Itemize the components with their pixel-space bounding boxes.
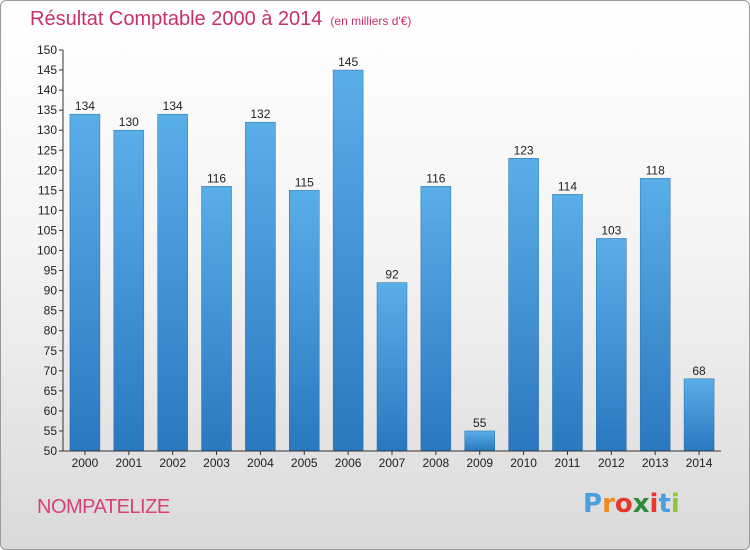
bar-2011	[552, 194, 583, 452]
value-label-2000: 134	[75, 99, 95, 113]
logo-letter: x	[632, 489, 650, 519]
logo-letter: t	[658, 489, 671, 519]
value-label-2010: 123	[514, 143, 534, 157]
y-tick-label-110: 110	[38, 203, 57, 217]
value-label-2011: 114	[558, 179, 577, 193]
bar-2008	[420, 186, 452, 452]
value-label-2013: 118	[646, 163, 665, 177]
y-tick-label-140: 140	[37, 83, 57, 97]
value-label-2014: 68	[692, 364, 706, 378]
x-tick-label-2012: 2012	[598, 456, 625, 470]
y-tick-label-55: 55	[44, 424, 58, 438]
y-tick-label-95: 95	[44, 264, 58, 278]
x-tick-label-2008: 2008	[423, 456, 450, 470]
y-tick-label-145: 145	[37, 63, 57, 77]
bar-2000	[69, 113, 101, 452]
value-label-2007: 92	[385, 268, 399, 282]
chart-title: Résultat Comptable 2000 à 2014 (en millie…	[30, 8, 411, 31]
proxiti-logo: Proxiti	[583, 489, 680, 519]
y-tick-label-150: 150	[37, 43, 57, 57]
x-tick-label-2013: 2013	[642, 456, 669, 470]
bar-2003	[201, 186, 232, 452]
y-tick-label-50: 50	[44, 444, 58, 458]
x-tick-label-2005: 2005	[291, 456, 318, 470]
logo-letter: o	[614, 489, 633, 519]
logo-letter: r	[602, 489, 615, 519]
y-tick-label-105: 105	[37, 223, 57, 237]
x-tick-label-2000: 2000	[72, 456, 99, 470]
x-tick-label-2003: 2003	[203, 456, 230, 470]
chart-title-text: Résultat Comptable 2000 à 2014	[30, 8, 323, 30]
y-tick-label-115: 115	[38, 183, 57, 197]
y-tick-label-90: 90	[44, 284, 58, 298]
value-label-2006: 145	[338, 55, 358, 69]
y-tick-label-80: 80	[44, 324, 58, 338]
bar-2014	[683, 378, 715, 452]
bar-2006	[332, 69, 364, 452]
logo-letter: P	[583, 489, 603, 519]
value-label-2001: 130	[119, 115, 139, 129]
axes-layer: 2000 2001 2002 2003 2004 2005 2006 2007 2008 2009…	[37, 43, 721, 470]
y-tick-label-130: 130	[37, 123, 57, 137]
bar-2013	[639, 178, 671, 452]
x-tick-label-2010: 2010	[510, 456, 537, 470]
x-tick-label-2006: 2006	[335, 456, 362, 470]
commune-name: NOMPATELIZE	[37, 496, 170, 518]
bar-2002	[157, 113, 188, 452]
x-tick-label-2001: 2001	[115, 456, 142, 470]
bar-2005	[289, 190, 320, 452]
value-label-2012: 103	[601, 223, 621, 237]
logo-letter: i	[670, 489, 680, 519]
value-label-2004: 132	[250, 107, 270, 121]
bar-2012	[596, 238, 627, 452]
value-label-2009: 55	[473, 416, 487, 430]
y-tick-label-65: 65	[44, 384, 58, 398]
chart-unit: (en milliers d'€)	[330, 14, 412, 28]
value-label-2005: 115	[295, 175, 314, 189]
bar-2010	[508, 158, 539, 452]
x-tick-label-2004: 2004	[247, 456, 274, 470]
x-tick-label-2014: 2014	[686, 456, 713, 470]
y-tick-label-100: 100	[37, 244, 57, 258]
x-tick-label-2011: 2011	[555, 456, 581, 470]
logo-letter: i	[649, 489, 659, 519]
y-tick-label-70: 70	[44, 364, 58, 378]
x-tick-label-2007: 2007	[379, 456, 406, 470]
y-tick-label-135: 135	[37, 103, 57, 117]
x-tick-label-2002: 2002	[159, 456, 186, 470]
bar-2001	[113, 129, 145, 452]
bars-layer: 134 130 134 116 132 115 145 92 116 55 123 114 103 118…	[69, 55, 715, 452]
y-tick-label-60: 60	[44, 404, 58, 418]
bar-2004	[245, 121, 276, 452]
bar-2009	[464, 430, 495, 452]
y-tick-label-125: 125	[37, 143, 57, 157]
value-label-2003: 116	[207, 171, 226, 185]
value-label-2002: 134	[163, 99, 183, 113]
value-label-2008: 116	[426, 171, 445, 185]
y-tick-label-120: 120	[37, 163, 57, 177]
y-tick-label-85: 85	[44, 304, 58, 318]
x-tick-label-2009: 2009	[466, 456, 493, 470]
y-tick-label-75: 75	[44, 344, 58, 358]
bar-2007	[376, 282, 408, 452]
